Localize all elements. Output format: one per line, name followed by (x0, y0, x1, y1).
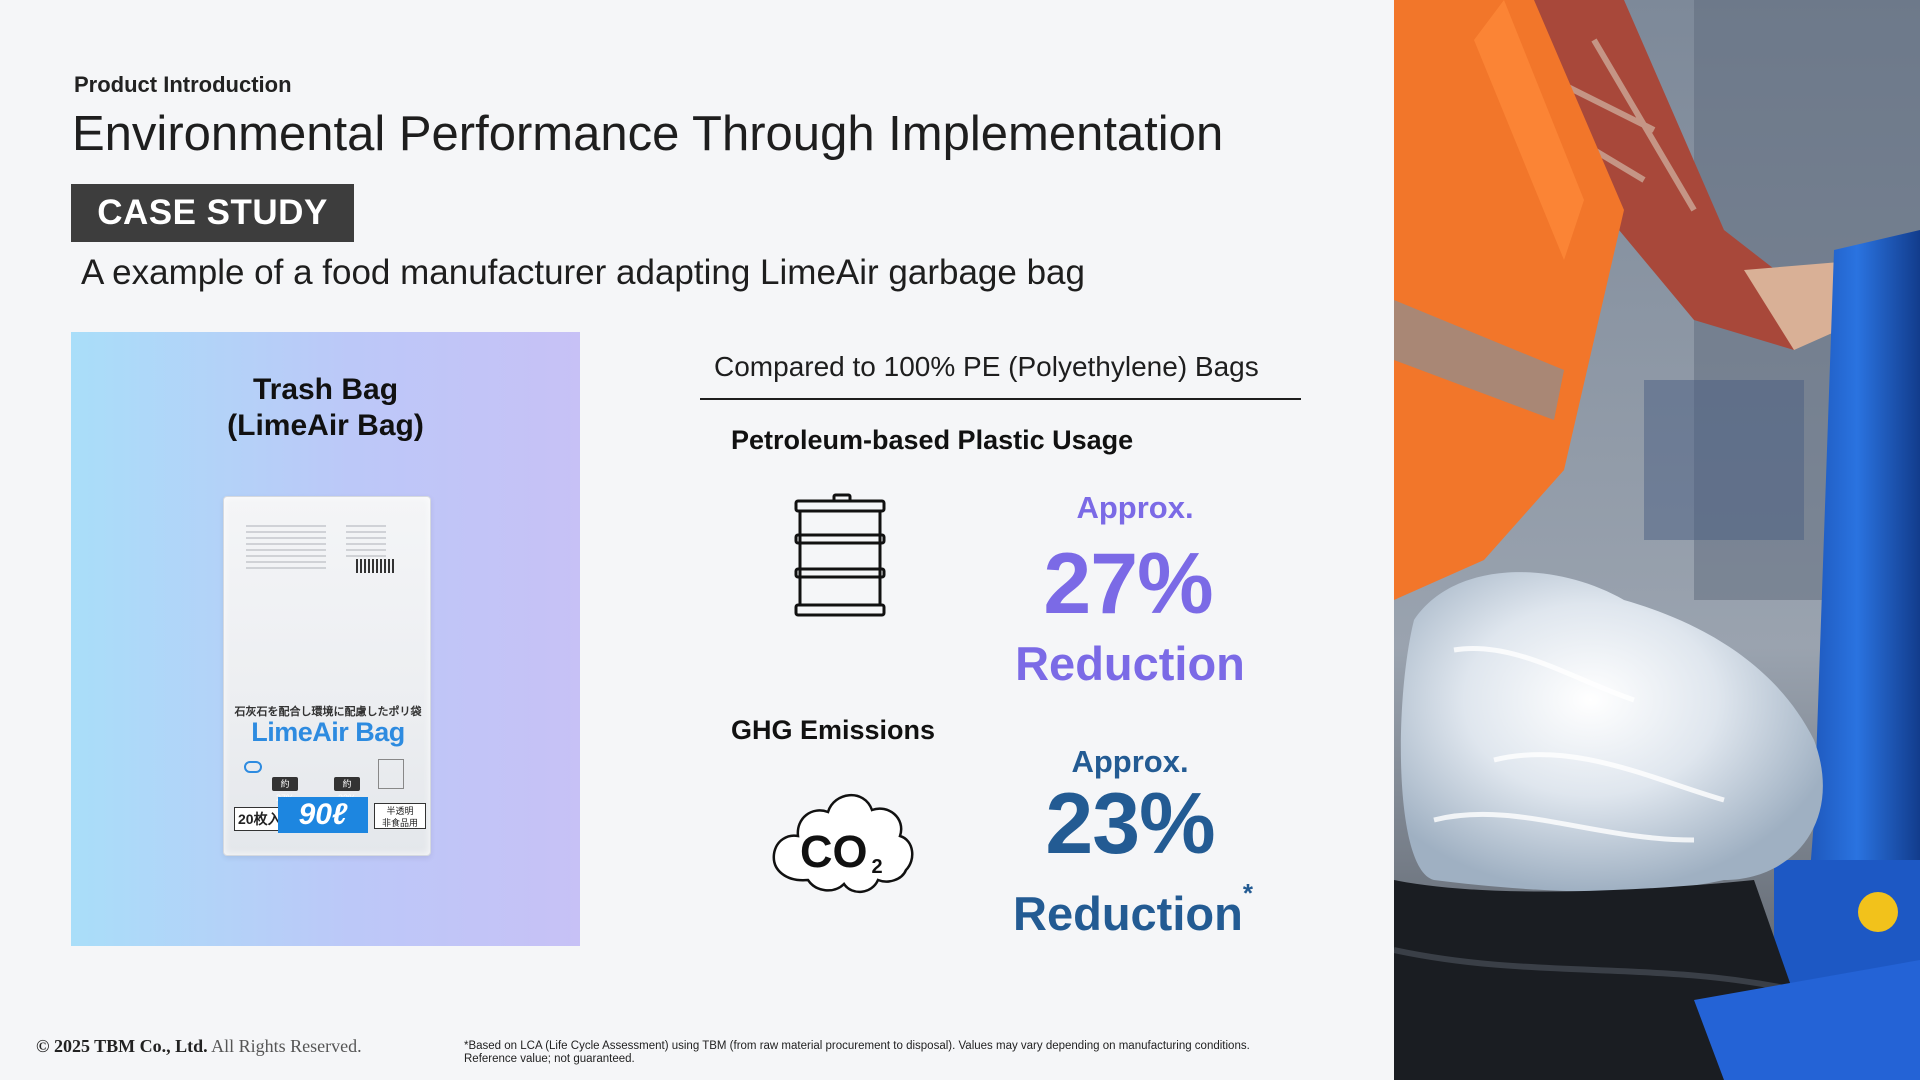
metric-plastic-reduction: Reduction (1015, 637, 1245, 690)
page-subtitle: A example of a food manufacturer adaptin… (81, 253, 1085, 292)
limeair-bag-package-image: 石灰石を配合し環境に配慮したポリ袋 LimeAir Bag 約27% 約23% … (223, 496, 431, 856)
metric-ghg-approx: Approx. (1071, 744, 1189, 779)
photo-illustration (1394, 0, 1920, 1080)
package-volume: 90ℓ (278, 797, 368, 833)
metric-plastic-value: 27% (1043, 536, 1213, 632)
metric-plastic-approx: Approx. (1076, 490, 1194, 525)
package-chip-plastic: 約27% (272, 777, 298, 803)
metric-ghg-reduction-text: Reduction (1013, 887, 1243, 940)
footnote-line1: *Based on LCA (Life Cycle Assessment) us… (464, 1040, 1250, 1052)
co2-icon-letters: CO (800, 826, 868, 877)
package-chip-co2: 約23% (334, 777, 360, 803)
package-fine-print (246, 525, 326, 569)
product-card: Trash Bag (LimeAir Bag) 石灰石を配合し環境に配慮したポリ… (71, 332, 580, 946)
metric-ghg-reduction: Reduction* (998, 878, 1268, 941)
metric-ghg-label: GHG Emissions (731, 715, 936, 745)
package-type-tag: 半透明 非食品用 (374, 803, 426, 829)
worker-with-trash-bin-photo (1394, 0, 1920, 1080)
cloud-outline-icon (772, 793, 914, 893)
package-size-diagram-icon (378, 759, 404, 789)
package-logo-icon (244, 761, 262, 773)
copyright-rights: All Rights Reserved. (211, 1036, 362, 1056)
package-type-line1: 半透明 (386, 806, 414, 816)
package-fine-print-right (346, 525, 386, 559)
co2-cloud-icon: CO 2 (768, 780, 918, 900)
oil-barrel-icon (794, 493, 886, 617)
product-title-line2: (LimeAir Bag) (227, 409, 424, 442)
metric-plastic-label: Petroleum-based Plastic Usage (731, 425, 1134, 455)
co2-icon-subscript: 2 (871, 856, 883, 878)
metric-ghg-asterisk: * (1242, 878, 1253, 908)
comparison-divider (700, 398, 1301, 400)
page-title: Environmental Performance Through Implem… (72, 107, 1224, 161)
copyright-company: © 2025 TBM Co., Ltd. (36, 1036, 208, 1056)
barcode-icon (356, 559, 394, 573)
footnote: *Based on LCA (Life Cycle Assessment) us… (464, 1040, 1314, 1066)
package-type-line2: 非食品用 (381, 818, 418, 828)
footnote-line2: Reference value; not guaranteed. (464, 1053, 635, 1065)
copyright: © 2025 TBM Co., Ltd. All Rights Reserved… (36, 1036, 362, 1057)
package-jp-tagline: 石灰石を配合し環境に配慮したポリ袋 (234, 706, 422, 718)
package-brand: LimeAir Bag (251, 717, 405, 747)
product-card-title: Trash Bag (LimeAir Bag) (71, 372, 580, 444)
comparison-heading: Compared to 100% PE (Polyethylene) Bags (714, 351, 1259, 382)
case-study-badge: CASE STUDY (71, 184, 354, 242)
product-title-line1: Trash Bag (252, 373, 399, 406)
metric-ghg-value: 23% (1045, 776, 1215, 872)
section-eyebrow: Product Introduction (74, 72, 292, 97)
co2-icon-text: CO 2 (800, 826, 883, 878)
